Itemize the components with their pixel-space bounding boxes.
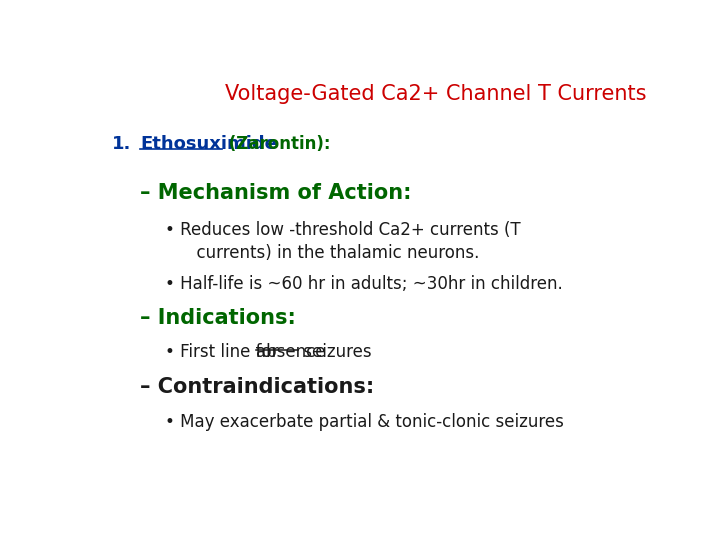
Text: Ethosuximide: Ethosuximide	[140, 136, 277, 153]
Text: seizures: seizures	[298, 343, 372, 361]
Text: – Contraindications:: – Contraindications:	[140, 377, 374, 397]
Text: • First line for: • First line for	[166, 343, 284, 361]
Text: • Half-life is ~60 hr in adults; ~30hr in children.: • Half-life is ~60 hr in adults; ~30hr i…	[166, 275, 563, 293]
Text: (Zarontin):: (Zarontin):	[222, 136, 330, 153]
Text: • May exacerbate partial & tonic-clonic seizures: • May exacerbate partial & tonic-clonic …	[166, 413, 564, 431]
Text: – Indications:: – Indications:	[140, 308, 296, 328]
Text: – Mechanism of Action:: – Mechanism of Action:	[140, 183, 412, 203]
Text: 1.: 1.	[112, 136, 132, 153]
Text: absence: absence	[256, 343, 325, 361]
Text: • Reduces low -threshold Ca2+ currents (T
      currents) in the thalamic neuron: • Reduces low -threshold Ca2+ currents (…	[166, 221, 521, 262]
Text: Voltage-Gated Ca2+ Channel T Currents: Voltage-Gated Ca2+ Channel T Currents	[225, 84, 647, 104]
